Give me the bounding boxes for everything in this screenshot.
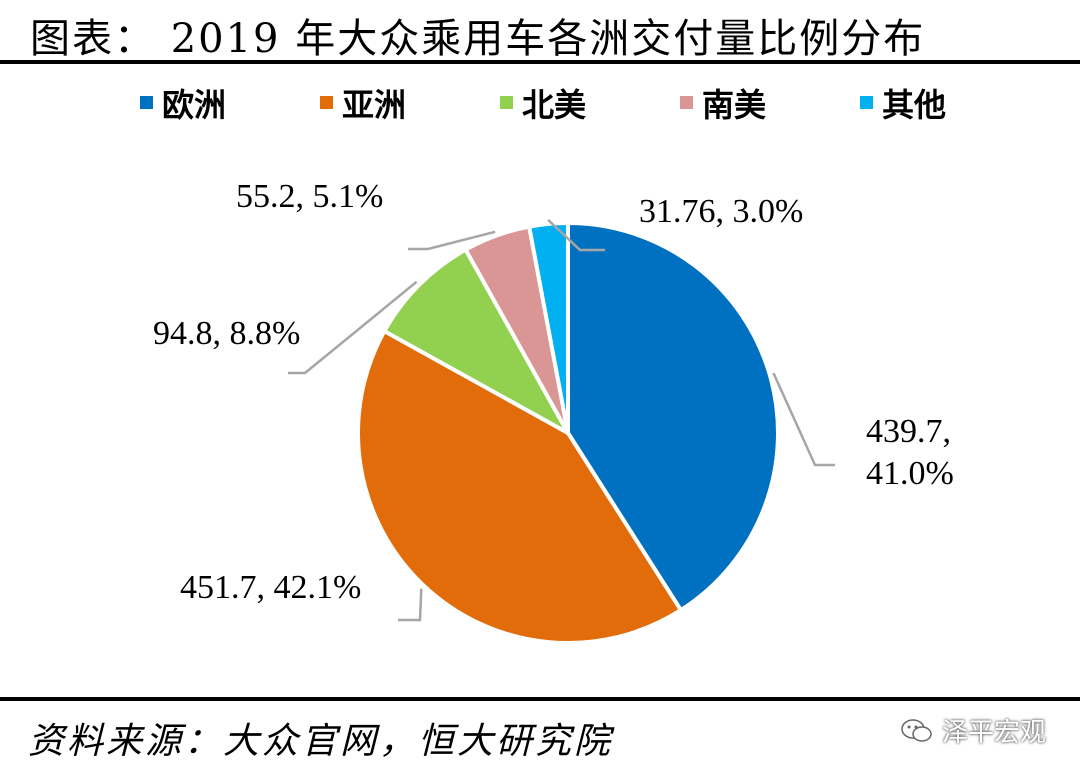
data-label-0: 439.7, 41.0%: [866, 413, 954, 492]
source-note: 资料来源：大众官网，恒大研究院: [28, 721, 614, 762]
data-label-4: 31.76, 3.0%: [639, 193, 803, 230]
bottom-divider: [0, 697, 1080, 701]
legend-label: 北美: [522, 86, 586, 124]
legend-item-4: 其他: [860, 86, 946, 124]
data-labels: 439.7, 41.0% 451.7, 42.1% 94.8, 8.8% 55.2, 5…: [153, 178, 954, 606]
legend-swatch: [680, 96, 693, 109]
leader-line-2: [288, 280, 418, 375]
leader-line-3: [408, 230, 496, 251]
legend-item-0: 欧洲: [140, 86, 226, 124]
leader-line-4: [547, 218, 605, 252]
legend-swatch: [860, 96, 873, 109]
leader-line-1: [398, 588, 423, 622]
data-label-1: 451.7, 42.1%: [180, 569, 361, 606]
pie-slice-2: [382, 247, 570, 435]
page-title: 图表： 2019 年大众乘用车各洲交付量比例分布: [30, 16, 926, 62]
legend-swatch: [140, 96, 153, 109]
watermark: 泽平宏观: [900, 712, 1046, 749]
legend-swatch: [320, 96, 333, 109]
watermark-text: 泽平宏观: [941, 718, 1046, 748]
legend-swatch: [500, 96, 513, 109]
legend-label: 欧洲: [162, 86, 226, 124]
top-divider: [0, 60, 1080, 64]
legend-label: 亚洲: [342, 86, 406, 124]
pie-slices: [356, 221, 780, 645]
pie-slice-1: [356, 329, 683, 645]
leader-lines: [288, 218, 835, 622]
wechat-icon: [901, 718, 932, 742]
data-label-2: 94.8, 8.8%: [153, 315, 300, 352]
legend-item-3: 南美: [680, 86, 766, 124]
chart-legend: 欧洲 亚洲 北美 南美 其他: [140, 86, 946, 124]
pie-slice-4: [527, 221, 570, 435]
pie-chart: 欧洲 亚洲 北美 南美 其他 439.7, 41.0% 451.7, 42.1% 94.8, …: [140, 86, 954, 645]
legend-item-2: 北美: [500, 86, 586, 124]
legend-label: 其他: [882, 86, 946, 124]
legend-label: 南美: [702, 86, 766, 124]
leader-line-0: [772, 372, 835, 467]
data-label-3: 55.2, 5.1%: [236, 178, 383, 215]
legend-item-1: 亚洲: [320, 86, 406, 124]
